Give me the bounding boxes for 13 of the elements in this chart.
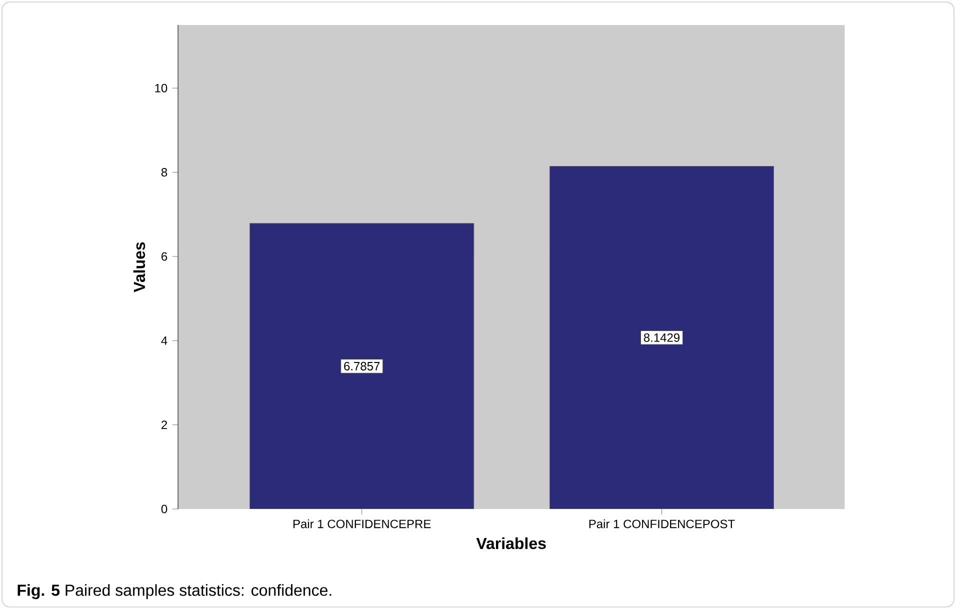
y-tick-label: 10 bbox=[155, 84, 168, 92]
y-tick-label: 0 bbox=[161, 504, 168, 514]
x-axis-title: Variables bbox=[476, 537, 546, 550]
y-tick-label: 4 bbox=[161, 336, 168, 345]
y-tick-label: 8 bbox=[161, 168, 168, 177]
x-tick-label: Pair 1 CONFIDENCEPRE bbox=[293, 519, 431, 528]
x-tick-label: Pair 1 CONFIDENCEPOST bbox=[589, 519, 735, 528]
data-label: 6.7857 bbox=[344, 362, 380, 370]
y-axis-title: Values bbox=[133, 242, 146, 292]
text: Fig. 5 Paired samples statistics: confidence. bbox=[18, 584, 332, 600]
data-label: 8.1429 bbox=[644, 333, 680, 342]
y-tick-label: 6 bbox=[162, 252, 168, 261]
y-tick-label: 2 bbox=[162, 420, 167, 429]
